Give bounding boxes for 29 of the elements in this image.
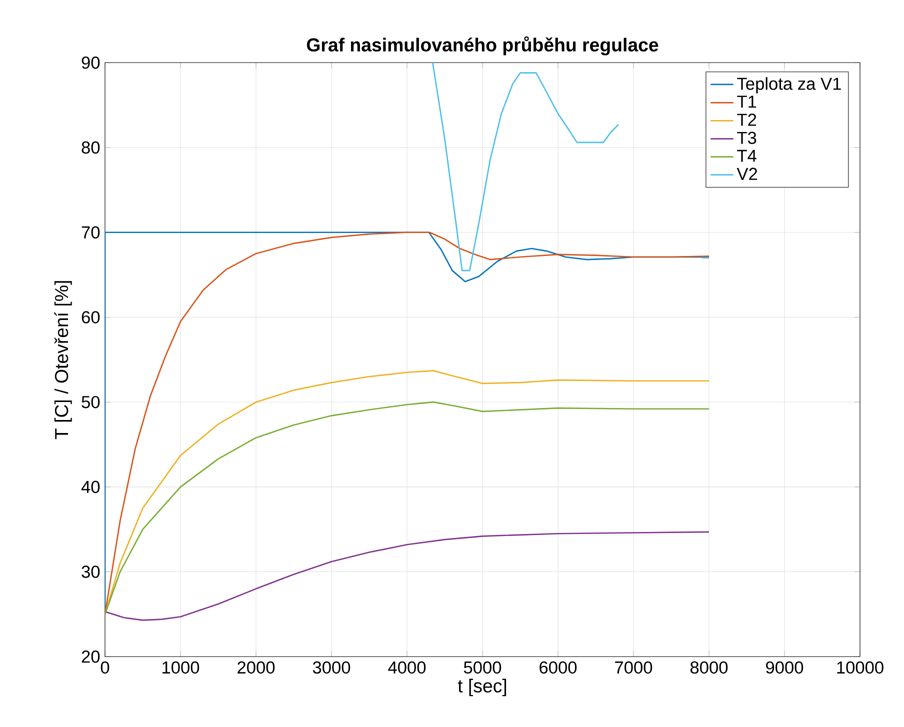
legend-label: T1 [737,96,756,108]
x-axis-title: t [sec] [458,678,506,696]
y-tick-label: 60 [82,310,100,324]
x-tick-label: 10000 [837,661,884,674]
x-tick-label: 8000 [690,661,728,674]
x-tick-label: 4000 [388,661,426,674]
legend-label: T4 [737,150,756,162]
y-tick-label: 40 [81,480,100,493]
x-tick-label: 3000 [312,661,350,674]
x-tick-label: 0 [100,661,110,674]
y-tick-label: 80 [82,141,100,154]
legend-label: T2 [737,114,756,126]
y-tick-label: 90 [82,56,100,69]
legend-label: Teplota za V1 [737,77,841,94]
x-tick-label: 1000 [162,661,200,674]
y-tick-label: 30 [82,566,100,578]
y-tick-label: 20 [82,650,100,663]
x-tick-label: 7000 [615,661,652,674]
x-tick-label: 9000 [766,661,804,674]
chart-title: Graf nasimulovaného průběhu regulace [306,36,658,56]
legend-label: T3 [737,132,756,144]
x-tick-label: 2000 [238,661,275,674]
x-tick-label: 6000 [540,661,577,674]
x-tick-label: 5000 [464,661,502,674]
y-tick-label: 70 [82,226,100,238]
y-tick-label: 50 [82,396,100,408]
legend-label: V2 [736,168,758,180]
line-series [105,531,710,621]
y-axis-title: T [C] / Otevření [%] [54,280,72,439]
